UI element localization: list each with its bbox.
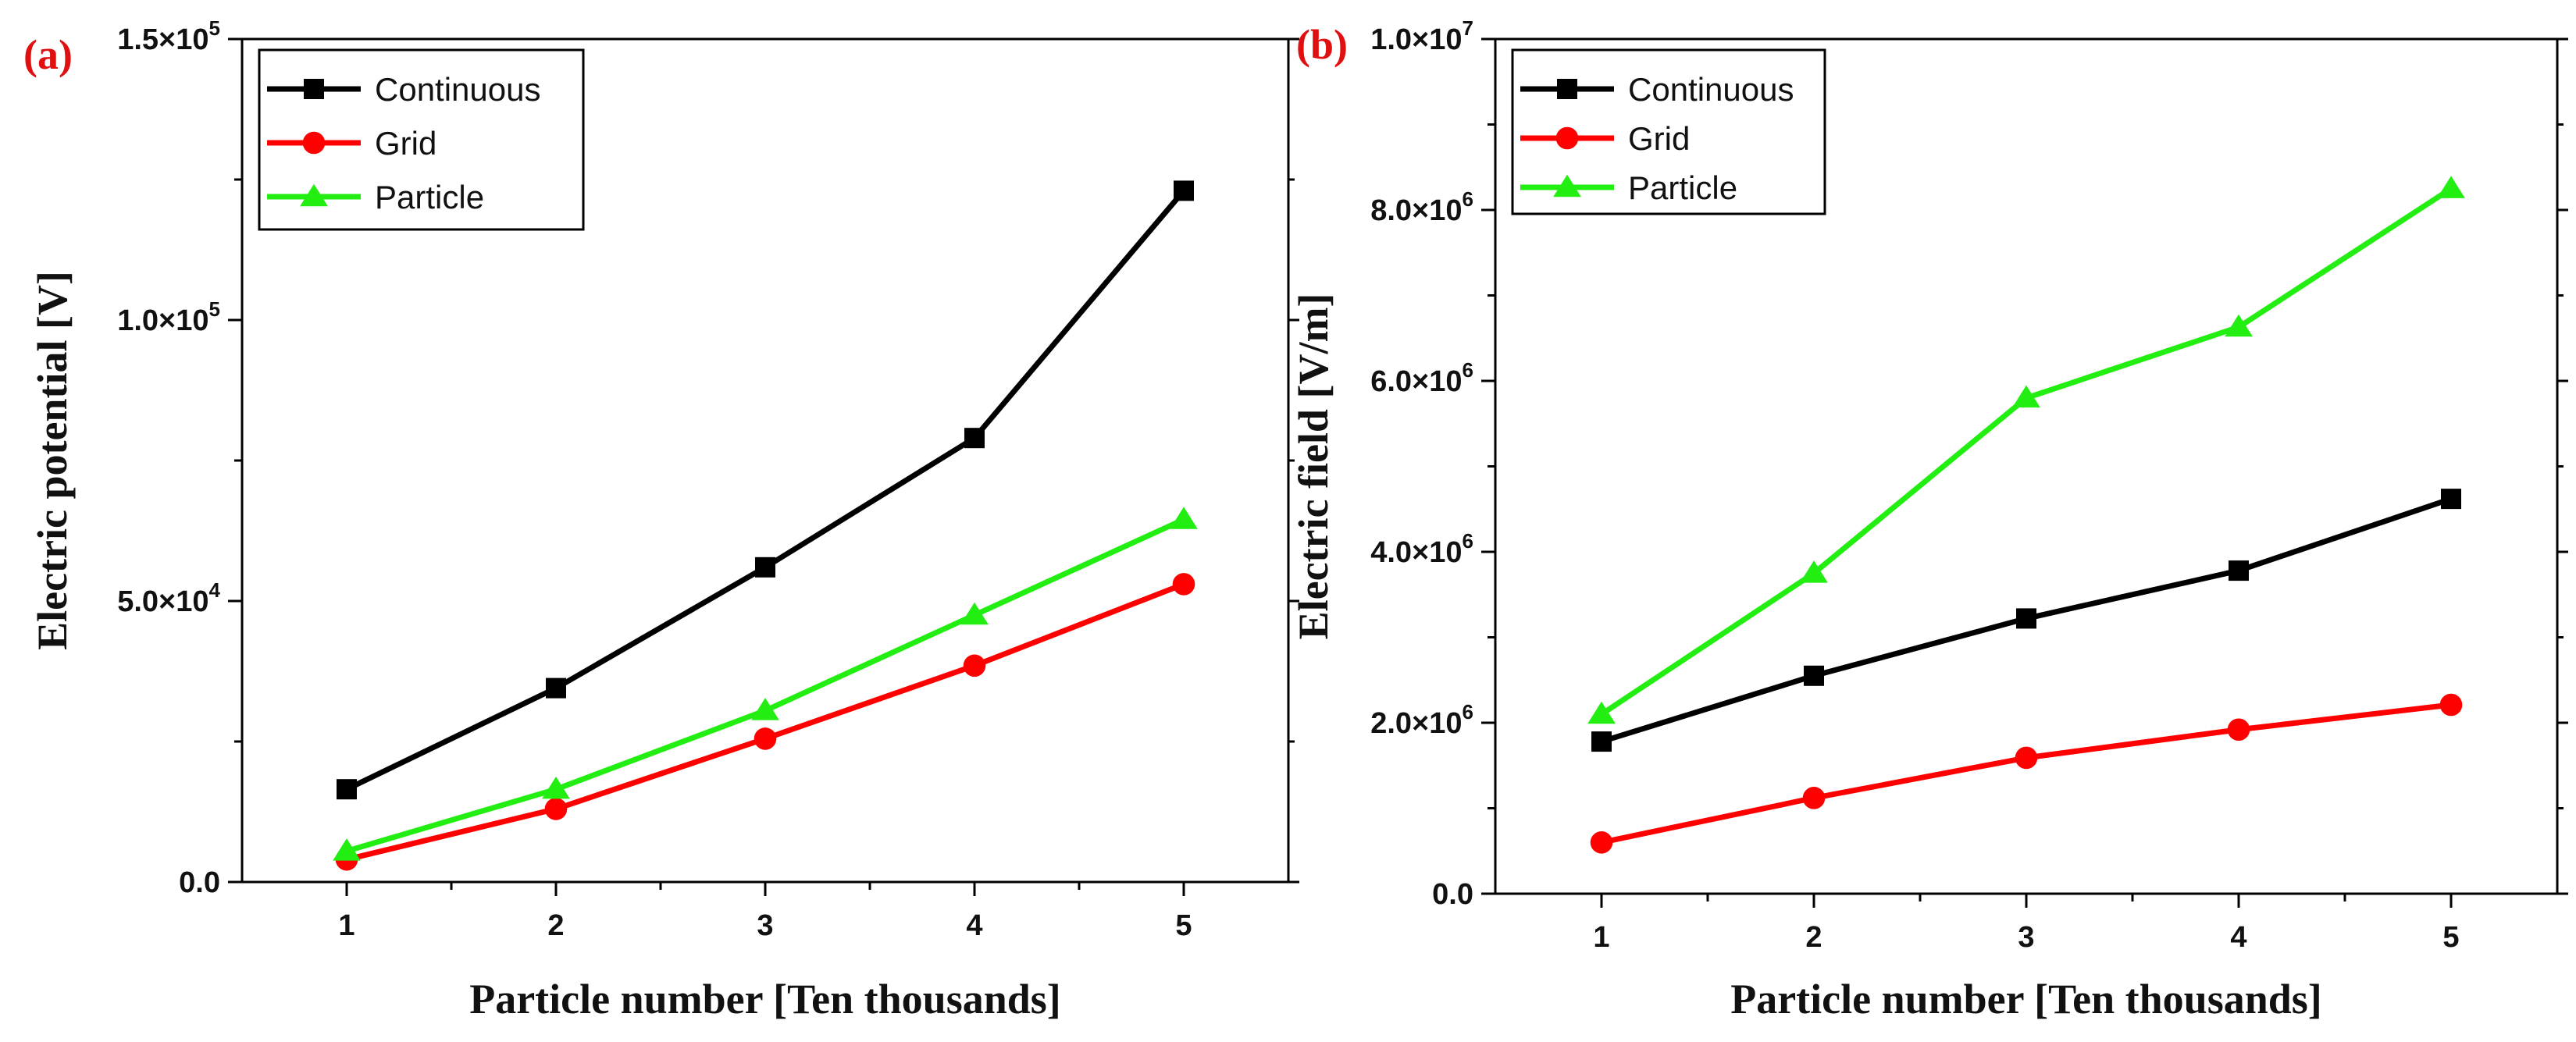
panel-label: (a) [23,31,73,78]
data-point-particle [2437,176,2465,198]
legend-marker-continuous [1557,79,1577,99]
series-line-particle [1600,186,2453,717]
legend: Continuous Grid Particle [1511,48,1826,215]
data-point-continuous [1591,731,1612,752]
data-point-grid [1590,831,1613,854]
series-line-grid [346,581,1185,862]
data-point-grid [544,798,568,820]
panel-label: (b) [1296,21,1348,68]
data-point-particle [1800,560,1828,583]
y-tick-label: 1.0×105 [117,297,220,337]
data-point-continuous [2016,608,2036,629]
data-point-particle [751,698,779,720]
legend-label-continuous: Continuous [375,71,540,108]
y-tick-label: 5.0×104 [117,578,220,618]
data-point-continuous [964,428,985,449]
x-tick-label: 1 [338,909,355,942]
y-tick-label: 6.0×106 [1370,358,1473,398]
data-point-particle [542,776,570,799]
data-point-particle [2225,314,2253,337]
x-tick-label: 1 [1593,921,1609,954]
y-tick-label: 1.0×107 [1370,16,1473,56]
y-axis-title: Electric field [V/m] [1290,293,1337,640]
data-point-grid [963,654,986,677]
data-point-particle [1170,507,1198,529]
data-point-grid [2439,693,2463,717]
x-tick-label: 5 [2442,921,2459,954]
data-point-continuous [2229,560,2249,581]
legend-marker-continuous [304,79,324,99]
legend-label-particle: Particle [375,179,484,215]
y-axis-title: Electric potential [V] [29,271,76,650]
data-point-continuous [755,557,775,578]
legend-marker-particle [300,183,328,207]
y-tick-label: 4.0×106 [1370,529,1473,569]
x-axis-title: Particle number [Ten thousands] [1730,976,2322,1022]
legend-label-particle: Particle [1628,169,1737,206]
data-point-particle [1587,701,1616,724]
data-point-particle [960,602,989,625]
x-tick-label: 3 [757,909,773,942]
x-axis-title: Particle number [Ten thousands] [469,976,1061,1022]
legend-label-grid: Grid [375,125,436,162]
data-point-continuous [1174,180,1194,201]
legend: Continuous Grid Particle [258,48,585,231]
y-tick-label: 2.0×106 [1370,700,1473,740]
legend-marker-particle [1553,174,1581,197]
data-point-continuous [1804,665,1824,686]
data-point-continuous [546,677,566,699]
legend-marker-grid [302,131,326,155]
data-point-grid [1802,787,1826,809]
data-point-grid [754,727,777,750]
chart-panel-b: 1 2 3 4 5 0.0 2.0×106 4.0×106 6.0×106 8.0×106 1.0×… [1290,16,2568,1022]
data-point-grid [1172,573,1195,596]
data-point-particle [333,838,361,861]
y-tick-label: 8.0×106 [1370,187,1473,227]
x-tick-label: 5 [1175,909,1192,942]
series-line-grid [1601,702,2452,845]
legend-marker-grid [1555,126,1579,150]
x-tick-label: 3 [2018,921,2034,954]
data-point-grid [2227,718,2250,741]
data-point-particle [2012,385,2040,408]
legend-label-grid: Grid [1628,120,1690,157]
x-tick-label: 2 [547,909,564,942]
x-tick-label: 4 [2230,921,2246,954]
data-point-grid [2015,746,2038,770]
x-tick-label: 4 [966,909,982,942]
y-tick-label: 0.0 [179,866,220,899]
legend-label-continuous: Continuous [1628,71,1794,108]
data-point-continuous [337,779,357,800]
x-tick-label: 2 [1805,921,1822,954]
y-tick-label: 1.5×105 [117,16,220,56]
chart-panel-a: 1 2 3 4 5 0.0 5.0×104 1.0×105 1.5×105 Continuous G… [23,16,1299,1022]
y-tick-label: 0.0 [1432,878,1473,911]
data-point-continuous [2441,489,2461,510]
